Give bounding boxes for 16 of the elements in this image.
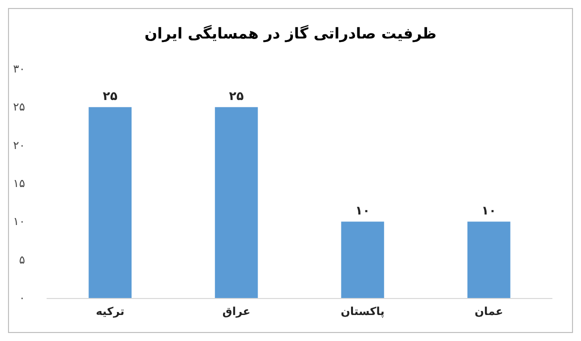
data-label: ۱۰ bbox=[355, 204, 370, 218]
data-label: ۱۰ bbox=[482, 204, 496, 218]
y-tick-label: ۵ bbox=[19, 253, 26, 266]
y-tick-label: ۲۰ bbox=[13, 138, 25, 152]
x-tick-label: عمان bbox=[474, 305, 504, 318]
y-tick-label: ۲۵ bbox=[13, 100, 26, 114]
y-tick-label: ۰ bbox=[19, 292, 25, 304]
x-tick-label: ترکیه bbox=[96, 305, 124, 318]
y-tick-label: ۱۰ bbox=[13, 215, 25, 228]
x-tick-label: عراق bbox=[222, 305, 250, 318]
chart-title: ظرفیت صادراتی گاز در همسایگی ایران bbox=[144, 24, 437, 42]
y-tick-label: ۳۰ bbox=[13, 62, 25, 76]
y-tick-label: ۱۵ bbox=[13, 177, 26, 190]
data-label: ۲۵ bbox=[102, 89, 118, 104]
data-label: ۲۵ bbox=[229, 89, 244, 104]
x-tick-label: پاکستان bbox=[340, 305, 385, 318]
